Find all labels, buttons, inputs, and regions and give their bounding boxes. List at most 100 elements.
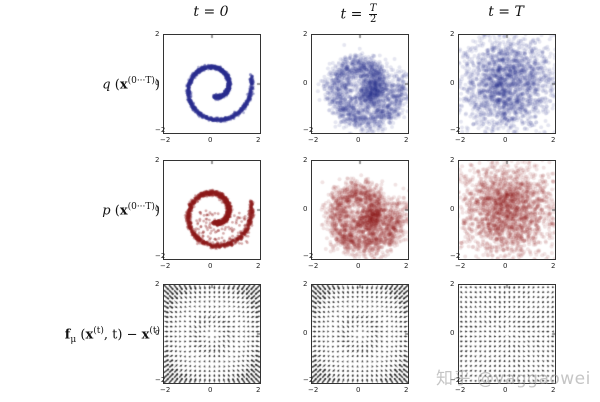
row-label-superscript: (0···T) xyxy=(127,76,155,86)
row-label-function: f xyxy=(64,327,71,343)
x-tick-label: 2 xyxy=(256,386,261,394)
plot-panel-r1-c1 xyxy=(311,160,409,260)
y-tick-label: 2 xyxy=(303,280,308,288)
plot-panel-r0-c1 xyxy=(311,34,409,134)
quiver-plot xyxy=(164,285,260,383)
x-tick-label: 0 xyxy=(503,386,508,394)
quiver-plot xyxy=(459,285,555,383)
x-tick-label: 0 xyxy=(208,136,213,144)
y-tick-label: 0 xyxy=(450,79,455,87)
plot-panel-r2-c1 xyxy=(311,284,409,384)
x-tick-label: −2 xyxy=(455,136,466,144)
column-title-prefix: t = xyxy=(193,4,220,20)
fraction-denominator: 2 xyxy=(369,14,377,25)
x-tick-label: 2 xyxy=(551,262,556,270)
x-tick-label: 0 xyxy=(503,262,508,270)
column-title-value: 0 xyxy=(219,4,229,20)
y-tick-label: −2 xyxy=(450,252,461,260)
scatter-plot xyxy=(164,161,260,259)
row-label-2: fμ (x(t), t) − x(t) xyxy=(64,326,160,345)
row-label-superscript: (0···T) xyxy=(127,202,155,212)
y-tick-label: −2 xyxy=(155,376,166,384)
x-tick-label: 2 xyxy=(404,262,409,270)
y-tick-label: −2 xyxy=(155,252,166,260)
y-tick-label: 0 xyxy=(155,79,160,87)
x-tick-label: −2 xyxy=(160,262,171,270)
y-tick-label: 0 xyxy=(303,205,308,213)
plot-panel-r0-c2 xyxy=(458,34,556,134)
y-tick-label: 2 xyxy=(303,156,308,164)
row-label-function: p xyxy=(102,203,111,219)
x-tick-label: −2 xyxy=(308,136,319,144)
y-tick-label: 2 xyxy=(450,156,455,164)
column-title-value: T xyxy=(514,4,524,20)
scatter-plot xyxy=(164,35,260,133)
scatter-plot xyxy=(312,161,408,259)
x-tick-label: 0 xyxy=(208,262,213,270)
y-tick-label: 2 xyxy=(155,156,160,164)
plot-panel-r1-c2 xyxy=(458,160,556,260)
row-label-argument: x xyxy=(119,203,128,219)
y-tick-label: −2 xyxy=(450,376,461,384)
row-label-argument: x xyxy=(85,327,94,343)
row-label-superscript: (t) xyxy=(93,326,104,336)
plot-panel-r1-c0 xyxy=(163,160,261,260)
fraction-numerator: T xyxy=(368,3,378,15)
quiver-plot xyxy=(312,285,408,383)
plot-panel-r2-c2 xyxy=(458,284,556,384)
plot-panel-r2-c0 xyxy=(163,284,261,384)
y-tick-label: 0 xyxy=(155,329,160,337)
column-title-prefix: t = xyxy=(340,6,367,23)
x-tick-label: 0 xyxy=(503,136,508,144)
x-tick-label: −2 xyxy=(455,386,466,394)
column-title-prefix: t = xyxy=(488,4,515,20)
y-tick-label: 0 xyxy=(155,205,160,213)
x-tick-label: −2 xyxy=(308,262,319,270)
x-tick-label: −2 xyxy=(455,262,466,270)
y-tick-label: −2 xyxy=(155,126,166,134)
y-tick-label: −2 xyxy=(303,376,314,384)
row-label-function: q xyxy=(102,77,111,93)
y-tick-label: −2 xyxy=(450,126,461,134)
y-tick-label: 2 xyxy=(450,280,455,288)
column-title-2: t = T xyxy=(446,4,566,20)
y-tick-label: 0 xyxy=(303,329,308,337)
row-label-rest: , t) − xyxy=(103,327,142,343)
x-tick-label: 0 xyxy=(356,136,361,144)
row-label-argument: x xyxy=(119,77,128,93)
row-label-1: p (x(0···T)) xyxy=(102,202,160,219)
plot-panel-r0-c0 xyxy=(163,34,261,134)
x-tick-label: 2 xyxy=(551,136,556,144)
x-tick-label: 0 xyxy=(356,386,361,394)
column-title-0: t = 0 xyxy=(151,4,271,20)
x-tick-label: 2 xyxy=(404,136,409,144)
y-tick-label: 2 xyxy=(155,30,160,38)
y-tick-label: 0 xyxy=(450,329,455,337)
row-label-argument-2: x xyxy=(141,327,150,343)
scatter-plot xyxy=(459,161,555,259)
x-tick-label: 2 xyxy=(404,386,409,394)
x-tick-label: −2 xyxy=(160,136,171,144)
x-tick-label: −2 xyxy=(160,386,171,394)
row-label-0: q (x(0···T)) xyxy=(102,76,160,93)
x-tick-label: −2 xyxy=(308,386,319,394)
row-label-superscript-2: (t) xyxy=(149,326,160,336)
scatter-plot xyxy=(312,35,408,133)
watermark-text: 知乎 @vaggaowei xyxy=(436,369,591,389)
x-tick-label: 2 xyxy=(551,386,556,394)
y-tick-label: −2 xyxy=(303,252,314,260)
y-tick-label: 2 xyxy=(450,30,455,38)
scatter-plot xyxy=(459,35,555,133)
y-tick-label: 2 xyxy=(303,30,308,38)
x-tick-label: 2 xyxy=(256,136,261,144)
row-label-subscript: μ xyxy=(70,334,77,345)
x-tick-label: 0 xyxy=(208,386,213,394)
y-tick-label: −2 xyxy=(303,126,314,134)
x-tick-label: 2 xyxy=(256,262,261,270)
y-tick-label: 0 xyxy=(303,79,308,87)
y-tick-label: 2 xyxy=(155,280,160,288)
y-tick-label: 0 xyxy=(450,205,455,213)
x-tick-label: 0 xyxy=(356,262,361,270)
